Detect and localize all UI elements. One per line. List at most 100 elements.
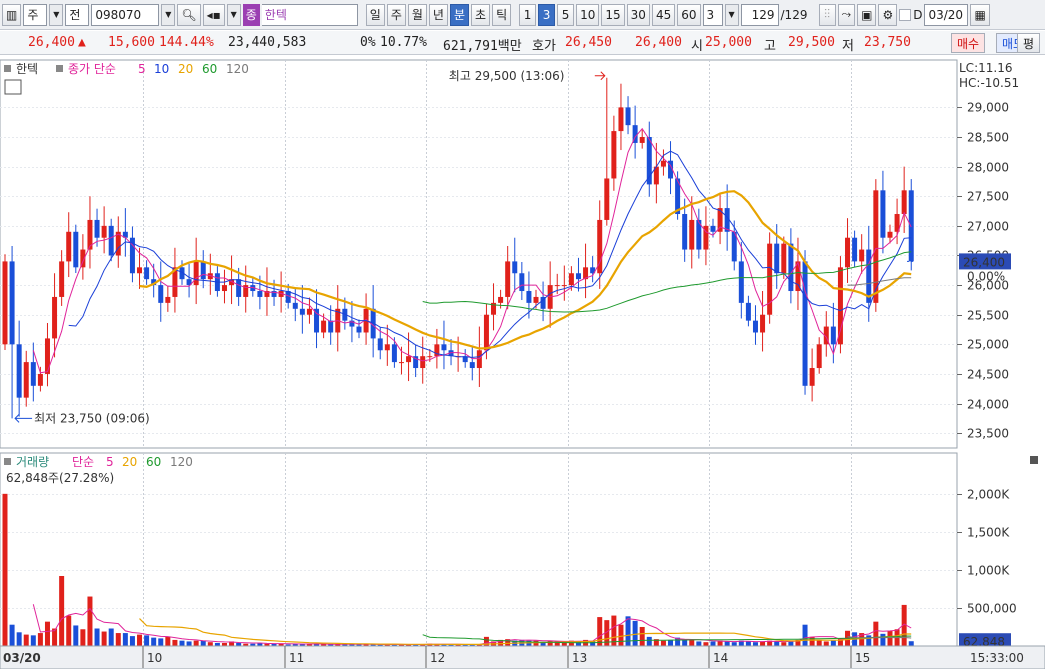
volume-bar <box>908 641 914 646</box>
candle-body <box>448 350 454 357</box>
high-price: 29,500 <box>788 35 835 50</box>
volume-bar <box>2 493 8 646</box>
period-button-6[interactable]: 틱 <box>492 3 512 26</box>
minute-button-3[interactable]: 3 <box>538 3 556 26</box>
count-input[interactable]: 129 <box>740 3 779 26</box>
gear-icon[interactable]: ⚙ <box>878 3 898 26</box>
period-button-5[interactable]: 초 <box>471 3 491 26</box>
volume-bar <box>108 628 114 646</box>
candle-body <box>151 279 157 286</box>
market-select[interactable]: 주 <box>23 3 48 26</box>
stock-chart[interactable]: 23,50024,00024,50025,00025,50026,00026,5… <box>0 56 1045 669</box>
candle-body <box>745 302 751 321</box>
volume-bar <box>23 634 29 646</box>
volume-bar <box>554 641 560 646</box>
buy-button[interactable]: 매수 <box>951 33 986 53</box>
volume-bar <box>179 640 185 646</box>
date-input[interactable]: 03/20 <box>924 3 969 26</box>
volume-bar <box>9 624 15 646</box>
ma5-line <box>32 127 912 374</box>
candle-body <box>292 302 298 309</box>
minute-button-1[interactable]: 1 <box>519 3 537 26</box>
candle-body <box>52 296 58 339</box>
d-checkbox[interactable] <box>899 8 912 21</box>
volume-bar <box>448 644 454 646</box>
panel-close-icon[interactable] <box>1030 456 1038 464</box>
volume-bar <box>158 638 164 646</box>
candle-body <box>356 326 362 333</box>
stock-badge: 종 <box>242 3 260 26</box>
calendar-icon[interactable]: ▦ <box>970 3 990 26</box>
candle-body <box>129 237 135 274</box>
stock-code-input[interactable]: 098070 <box>91 3 160 26</box>
save-icon[interactable]: ▣ <box>857 3 877 26</box>
interval-dropdown-icon[interactable]: ▼ <box>724 3 739 26</box>
candle-body <box>122 231 128 238</box>
minute-button-5[interactable]: 5 <box>557 3 575 26</box>
fetch-icon[interactable]: ⫶⫶ <box>818 3 836 26</box>
speaker-dropdown-icon[interactable]: ▼ <box>226 3 241 26</box>
time-label-0: 03/20 <box>3 651 41 665</box>
price-tick-label: 28,500 <box>967 131 1009 145</box>
volume-bar <box>80 629 86 646</box>
candle-body <box>568 273 574 286</box>
volume-bar <box>653 639 659 646</box>
volume-bar <box>73 625 79 646</box>
minute-button-15[interactable]: 15 <box>601 3 625 26</box>
volume-bar <box>406 644 412 646</box>
volume-bar <box>299 644 305 646</box>
candle-body <box>306 308 312 315</box>
minute-button-60[interactable]: 60 <box>677 3 701 26</box>
candle-body <box>604 178 610 220</box>
percent-label: 0.00% <box>967 269 1005 283</box>
candle-body <box>165 296 171 303</box>
candle-body <box>137 267 143 274</box>
minute-button-30[interactable]: 30 <box>626 3 650 26</box>
candle-body <box>476 350 482 369</box>
volume-bar <box>660 640 666 646</box>
volume-bar <box>66 615 72 646</box>
volume-bar <box>342 643 348 646</box>
volume-bar <box>186 641 192 646</box>
volume-bar <box>533 640 539 646</box>
eval-button[interactable]: 평 <box>1017 33 1041 53</box>
high-label: 고 <box>764 39 776 54</box>
panel-icon[interactable]: ▥ <box>2 3 22 26</box>
tool-icon[interactable]: ⤳ <box>837 3 856 26</box>
candle-body <box>44 338 50 374</box>
legend-stock-name: 한텍 <box>16 62 38 76</box>
legend-ma-60: 60 <box>202 62 217 76</box>
candle-body <box>597 219 603 274</box>
candle-body <box>526 291 532 303</box>
period-button-4[interactable]: 분 <box>449 3 470 26</box>
period-button-1[interactable]: 주 <box>386 3 406 26</box>
interval-input[interactable]: 3 <box>702 3 723 26</box>
stock-code-text: 098070 <box>95 7 142 22</box>
price-tick-label: 25,000 <box>967 338 1009 352</box>
search-icon[interactable]: 🔍︎ <box>177 3 201 26</box>
period-button-3[interactable]: 년 <box>428 3 448 26</box>
candle-body <box>738 261 744 303</box>
hoga-label: 호가 <box>532 39 556 54</box>
exchange-select[interactable]: 전 <box>65 3 90 26</box>
candle-body <box>370 308 376 339</box>
minute-button-10[interactable]: 10 <box>576 3 600 26</box>
volume-bar <box>151 637 157 646</box>
candle-body <box>519 273 525 292</box>
volume-bar <box>703 642 709 646</box>
candle-body <box>285 291 291 303</box>
price-tick-label: 24,000 <box>967 398 1009 412</box>
candle-body <box>717 208 723 232</box>
period-button-2[interactable]: 월 <box>407 3 427 26</box>
code-dropdown-icon[interactable]: ▼ <box>161 3 176 26</box>
grid-toggle-icon[interactable] <box>4 79 22 95</box>
volume-bar <box>243 643 249 646</box>
current-price-label: 26,400 <box>963 255 1005 269</box>
speaker-icon[interactable]: ◂▪ <box>202 3 225 26</box>
market-dropdown-icon[interactable]: ▼ <box>49 3 64 26</box>
minute-button-45[interactable]: 45 <box>651 3 676 26</box>
candle-body <box>908 190 914 262</box>
period-button-0[interactable]: 일 <box>365 3 385 26</box>
stock-name-field[interactable]: 한텍 <box>261 3 358 26</box>
volume-bar <box>115 633 121 646</box>
